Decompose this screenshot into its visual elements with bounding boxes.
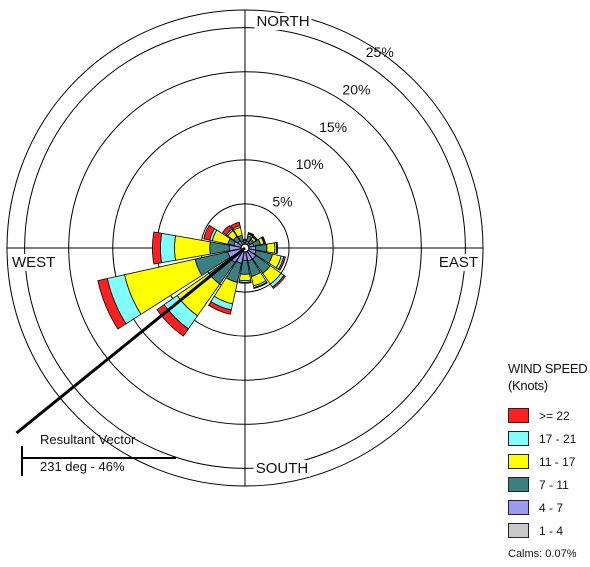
legend-label: 4 - 7 — [539, 500, 564, 515]
petal-segment-s — [238, 281, 252, 284]
resultant-vector-line — [15, 246, 246, 435]
east-label-background — [436, 254, 480, 271]
calms-label: Calms: 0.07% — [508, 548, 577, 560]
east-label: EAST — [439, 254, 478, 271]
petal-segment-ene — [261, 236, 267, 245]
south-label: SOUTH — [256, 460, 309, 477]
legend-swatch — [508, 477, 529, 492]
legend-label: 1 - 4 — [539, 523, 564, 538]
petal-segment-nw — [222, 225, 233, 236]
legend-title-line1: WIND SPEED — [508, 361, 588, 376]
legend-swatch — [508, 431, 529, 446]
legend-item: 17 - 21 — [508, 427, 590, 450]
petal-segment-nnw — [230, 221, 241, 230]
petal-segment-n — [243, 238, 247, 241]
resultant-vector-label: Resultant Vector — [40, 432, 136, 447]
legend-label: 11 - 17 — [539, 454, 576, 469]
legend: WIND SPEED (Knots) >= 22 17 - 21 11 - 17… — [508, 360, 590, 560]
legend-label: 17 - 21 — [539, 431, 577, 446]
south-label-background — [253, 460, 311, 477]
petal-segment-se — [271, 274, 286, 289]
ring-label: 25% — [366, 44, 394, 60]
west-label-background — [10, 254, 58, 271]
legend-swatch — [508, 408, 529, 423]
legend-swatch — [508, 454, 529, 469]
ring-label: 20% — [342, 81, 370, 97]
resultant-vector-value: 231 deg - 46% — [40, 459, 125, 474]
legend-item: 7 - 11 — [508, 473, 590, 496]
legend-swatch — [508, 500, 529, 515]
legend-title-line2: (Knots) — [508, 378, 548, 393]
legend-item: 11 - 17 — [508, 450, 590, 473]
petal-segment-ssw — [207, 300, 232, 315]
legend-items: >= 22 17 - 21 11 - 17 7 - 11 4 - 7 1 - 4 — [508, 404, 590, 542]
legend-swatch — [508, 523, 529, 538]
petal-segment-ne — [252, 235, 258, 241]
west-label: WEST — [12, 254, 55, 271]
petal-segment-ese — [277, 256, 286, 271]
petal-segment-w — [159, 232, 177, 264]
ring-label: 5% — [272, 194, 292, 210]
petal-segment-w — [152, 231, 163, 265]
ring-label: 15% — [319, 119, 347, 135]
petal-segment-e — [266, 242, 276, 254]
north-label: NORTH — [256, 13, 309, 30]
legend-item: 4 - 7 — [508, 496, 590, 519]
legend-label: 7 - 11 — [539, 477, 569, 492]
legend-label: >= 22 — [539, 408, 570, 423]
legend-item: 1 - 4 — [508, 519, 590, 542]
petal-segment-nne — [247, 232, 255, 236]
resultant-vector-box: Resultant Vector 231 deg - 46% — [22, 429, 182, 479]
legend-title: WIND SPEED (Knots) — [508, 360, 590, 394]
petal-segment-s — [238, 273, 252, 282]
petal-segment-wsw — [97, 278, 127, 330]
legend-item: >= 22 — [508, 404, 590, 427]
petal-segment-wnw — [203, 224, 216, 241]
north-label-background — [254, 13, 312, 30]
petal-segment-sse — [253, 281, 268, 289]
ring-label: 10% — [296, 156, 324, 172]
petal-segment-e — [275, 241, 279, 255]
